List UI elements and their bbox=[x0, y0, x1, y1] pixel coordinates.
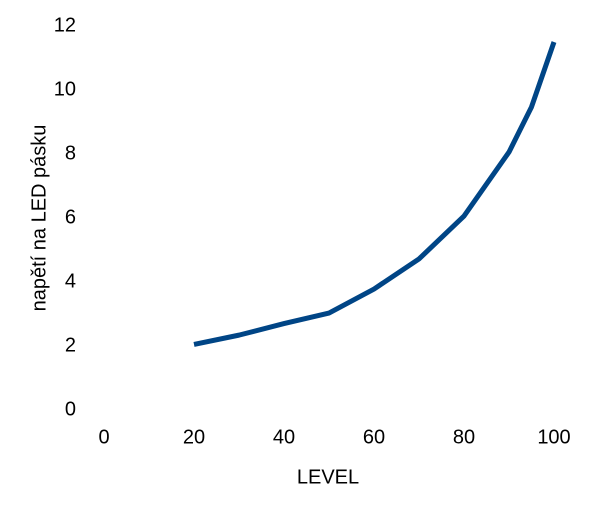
x-tick-label: 80 bbox=[453, 426, 475, 448]
x-tick-label: 60 bbox=[363, 426, 385, 448]
y-tick-label: 0 bbox=[65, 398, 76, 420]
y-axis-title: napětí na LED pásku bbox=[28, 125, 50, 312]
y-tick-label: 8 bbox=[65, 142, 76, 164]
y-tick-label: 10 bbox=[54, 78, 76, 100]
y-tick-label: 12 bbox=[54, 14, 76, 36]
data-line bbox=[193, 41, 557, 347]
x-axis-title: LEVEL bbox=[297, 466, 359, 488]
x-tick-label: 100 bbox=[537, 426, 570, 448]
x-tick-label: 20 bbox=[183, 426, 205, 448]
y-tick-label: 2 bbox=[65, 334, 76, 356]
x-tick-label: 40 bbox=[273, 426, 295, 448]
y-tick-label: 4 bbox=[65, 270, 76, 292]
x-tick-label: 0 bbox=[98, 426, 109, 448]
y-tick-label: 6 bbox=[65, 206, 76, 228]
